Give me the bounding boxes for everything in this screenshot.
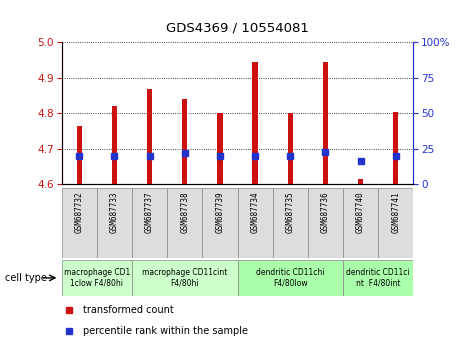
Text: GDS4369 / 10554081: GDS4369 / 10554081 — [166, 21, 309, 34]
Text: GSM687737: GSM687737 — [145, 191, 154, 233]
Text: GSM687741: GSM687741 — [391, 191, 400, 233]
Text: GSM687738: GSM687738 — [180, 191, 189, 233]
Text: cell type: cell type — [5, 273, 47, 283]
Bar — [343, 260, 413, 296]
Text: GSM687735: GSM687735 — [286, 191, 294, 233]
Text: dendritic CD11chi
F4/80low: dendritic CD11chi F4/80low — [256, 268, 324, 287]
Text: GSM687739: GSM687739 — [216, 191, 224, 233]
Text: macrophage CD1
1clow F4/80hi: macrophage CD1 1clow F4/80hi — [64, 268, 130, 287]
Bar — [62, 188, 97, 258]
Bar — [76, 126, 82, 184]
Text: transformed count: transformed count — [83, 305, 173, 315]
Bar — [343, 188, 378, 258]
Text: GSM687740: GSM687740 — [356, 191, 365, 233]
Bar — [147, 88, 152, 184]
Text: GSM687734: GSM687734 — [251, 191, 259, 233]
Text: percentile rank within the sample: percentile rank within the sample — [83, 326, 248, 336]
Text: macrophage CD11cint
F4/80hi: macrophage CD11cint F4/80hi — [142, 268, 228, 287]
Bar — [202, 188, 238, 258]
Bar — [182, 99, 188, 184]
Bar — [238, 260, 343, 296]
Bar — [273, 188, 308, 258]
Text: GSM687733: GSM687733 — [110, 191, 119, 233]
Text: GSM687736: GSM687736 — [321, 191, 330, 233]
Bar — [132, 260, 238, 296]
Bar — [252, 62, 258, 184]
Text: GSM687732: GSM687732 — [75, 191, 84, 233]
Bar — [323, 62, 328, 184]
Bar — [112, 106, 117, 184]
Bar — [287, 113, 293, 184]
Text: dendritic CD11ci
nt  F4/80int: dendritic CD11ci nt F4/80int — [346, 268, 410, 287]
Bar — [358, 179, 363, 184]
Bar — [393, 112, 399, 184]
Bar — [97, 188, 132, 258]
Bar — [217, 113, 223, 184]
Bar — [62, 260, 132, 296]
Bar — [167, 188, 202, 258]
Bar — [378, 188, 413, 258]
Bar — [132, 188, 167, 258]
Bar — [238, 188, 273, 258]
Bar — [308, 188, 343, 258]
